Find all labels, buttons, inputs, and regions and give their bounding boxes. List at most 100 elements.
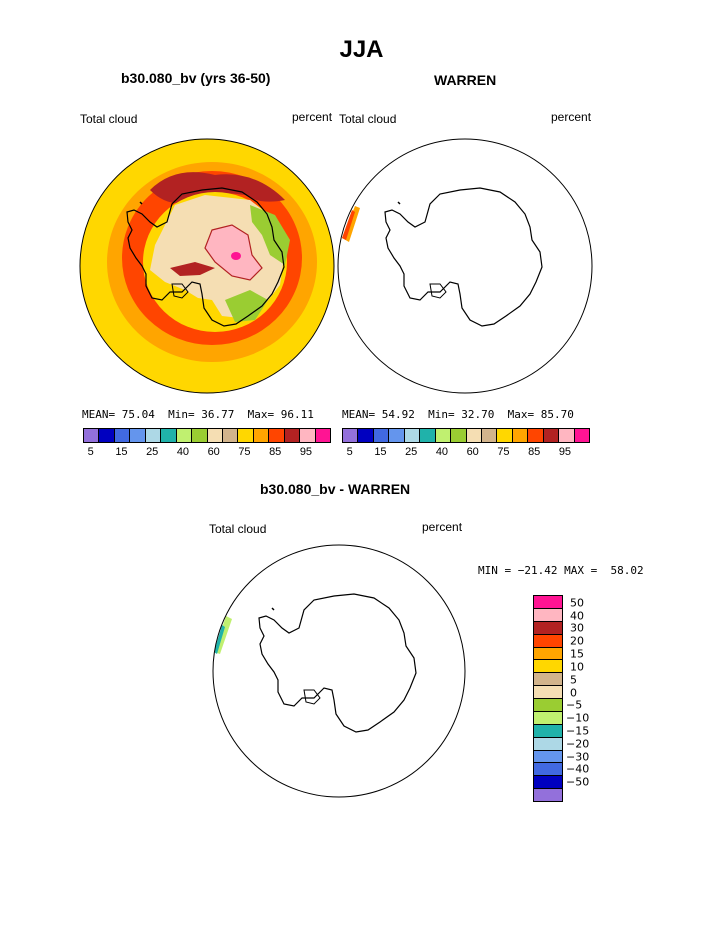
panel3-colorbar-swatch (534, 596, 562, 609)
panel1-colorbar-swatch (253, 429, 270, 442)
panel1-variable-label: Total cloud (80, 112, 138, 126)
panel2-colorbar-swatch (358, 429, 374, 442)
panel3-colorbar-tick-label: 30 (570, 621, 584, 635)
panel2-mean: 54.92 (381, 408, 415, 421)
panel1-colorbar-tick-label: 85 (269, 446, 282, 458)
panel2-stats: MEAN= 54.92 Min= 32.70 Max= 85.70 (342, 408, 574, 421)
panel3-colorbar-swatch (534, 750, 562, 764)
panel3-title: b30.080_bv - WARREN (260, 481, 411, 497)
panel2-red-swath (342, 210, 355, 240)
panel1-map-outline (79, 138, 335, 394)
panel1-units-label: percent (292, 110, 333, 124)
panel2-colorbar-swatch (435, 429, 452, 442)
panel1-colorbar-swatch (315, 429, 330, 442)
panel3-units-label: percent (422, 520, 463, 534)
panel2-colorbar-swatch (543, 429, 560, 442)
panel1-colorbar-swatch (114, 429, 131, 442)
panel1-stats: MEAN= 75.04 Min= 36.77 Max= 96.11 (82, 408, 314, 421)
panel1-darkred-north (150, 172, 285, 204)
panel2-units-label: percent (551, 110, 592, 124)
panel1-colorbar-tick-label: 5 (87, 446, 94, 458)
panel3-colorbar-swatch (534, 673, 562, 687)
panel2-colorbar-tick-label: 25 (405, 446, 418, 458)
panel2-colorbar-swatch (574, 429, 589, 442)
panel3-colorbar-swatch (534, 737, 562, 751)
panel3-colorbar-tick-label: 0 (570, 686, 577, 699)
panel2-colorbar-tick-label: 85 (528, 446, 541, 458)
panel2-colorbar-swatch (451, 429, 467, 442)
panel3-map (212, 544, 466, 798)
panel2-colorbar-swatch (373, 429, 390, 442)
panel3-colorbar-swatch (534, 776, 562, 790)
panel2-map-outline (337, 138, 593, 394)
panel1-colorbar-swatch (222, 429, 239, 442)
panel2-colorbar-swatch (528, 429, 544, 442)
panel3-colorbar-tick-label: 20 (570, 634, 584, 648)
panel1-colorbar-swatch (284, 429, 301, 442)
panel3-colorbar-swatch (534, 608, 562, 622)
panel2-title: WARREN (434, 72, 497, 88)
panel1-colorbar-tick-label: 40 (176, 446, 190, 458)
panel1-min: 36.77 (201, 408, 235, 421)
panel3-colorbar-swatch (534, 634, 562, 648)
panel1-colorbar-swatch (130, 429, 146, 442)
panel3-colorbar-tick-label: 10 (570, 660, 584, 674)
panel1-colorbar-tick-label: 15 (115, 446, 128, 458)
panel2-colorbar-swatch (559, 429, 575, 442)
panel2-max: 85.70 (540, 408, 574, 421)
panel1-mean: 75.04 (121, 408, 155, 421)
panel3-colorbar-swatch (534, 660, 562, 674)
panel1-min-label: Min= (168, 408, 195, 421)
panel1-mean-label: MEAN= (82, 408, 116, 421)
panel3-colorbar (533, 595, 563, 802)
panel2-colorbar-swatch (497, 429, 513, 442)
panel1-colorbar-swatch (176, 429, 193, 442)
panel1-max-label: Max= (247, 408, 275, 421)
panel1-colorbar-swatch (207, 429, 223, 442)
panel2-colorbar-tick-label: 15 (374, 446, 387, 458)
panel1-title: b30.080_bv (yrs 36-50) (121, 70, 271, 86)
panel3-colorbar-ticks: 50 40 30 20 15 10 5 0 −5 −10 −15 −20 −30 −40 −50 (566, 595, 606, 800)
panel3-colorbar-tick-label: −40 (566, 762, 590, 776)
panel2-colorbar-tick-label: 75 (497, 446, 510, 458)
panel3-colorbar-tick-label: −30 (566, 750, 590, 764)
panel1-colorbar-swatch (300, 429, 316, 442)
panel1-colorbar-swatch (84, 429, 100, 442)
panel1-colorbar-tick-label: 75 (238, 446, 251, 458)
panel2-colorbar-swatch (389, 429, 405, 442)
panel3-colorbar-swatch (534, 763, 562, 777)
panel3-colorbar-tick-label: 15 (570, 647, 584, 661)
panel3-colorbar-tick-label: −15 (566, 724, 590, 738)
panel3-colorbar-swatch (534, 711, 562, 725)
panel2-colorbar-tick-label: 40 (435, 446, 449, 458)
panel3-colorbar-swatch (534, 699, 562, 712)
panel1-colorbar-swatch (99, 429, 115, 442)
panel2-colorbar-swatch (404, 429, 421, 442)
panel1-green-south (225, 290, 268, 322)
panel1-map (79, 138, 335, 394)
panel3-colorbar-tick-label: 40 (570, 609, 584, 623)
panel2-map (337, 138, 593, 394)
panel2-colorbar-swatch (343, 429, 359, 442)
panel3-colorbar-swatch (534, 789, 562, 801)
panel1-colorbar-swatch (238, 429, 254, 442)
panel1-magenta-max (231, 252, 241, 260)
panel3-colorbar-tick-label: −20 (566, 737, 590, 751)
panel1-pink-plateau (204, 224, 263, 281)
panel2-max-label: Max= (507, 408, 535, 421)
panel1-colorbar (83, 428, 331, 443)
panel2-min: 32.70 (461, 408, 495, 421)
panel1-colorbar-tick-label: 25 (146, 446, 159, 458)
panel2-colorbar-tick-label: 5 (346, 446, 353, 458)
panel3-colorbar-tick-label: −5 (566, 698, 583, 712)
panel3-colorbar-tick-label: 5 (570, 673, 577, 687)
panel2-mean-label: MEAN= (342, 408, 376, 421)
panel3-colorbar-swatch (534, 724, 562, 738)
panel2-colorbar-swatch (466, 429, 482, 442)
panel2-variable-label: Total cloud (339, 112, 397, 126)
panel1-colorbar-swatch (161, 429, 177, 442)
panel3-variable-label: Total cloud (209, 522, 267, 536)
panel1-colorbar-swatch (192, 429, 208, 442)
panel3-colorbar-tick-label: −10 (566, 711, 590, 725)
